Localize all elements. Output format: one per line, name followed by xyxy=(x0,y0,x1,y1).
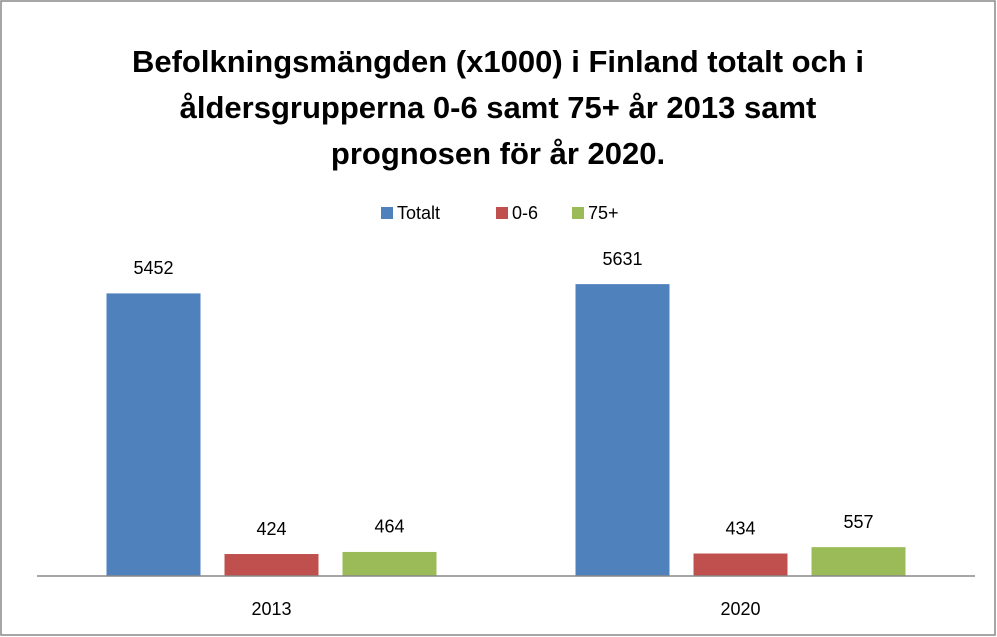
bar xyxy=(342,551,437,576)
bar xyxy=(224,554,319,576)
legend-label: Totalt xyxy=(397,203,440,223)
chart-title: Befolkningsmängden (x1000) i Finland tot… xyxy=(132,44,864,171)
bar xyxy=(811,547,906,576)
data-label: 5631 xyxy=(602,249,642,269)
legend-swatch xyxy=(572,207,584,219)
data-label: 557 xyxy=(843,512,873,532)
bar xyxy=(575,284,670,576)
data-label: 424 xyxy=(256,519,286,539)
legend-label: 0-6 xyxy=(512,203,538,223)
data-label: 464 xyxy=(374,517,404,537)
data-label: 434 xyxy=(725,518,755,538)
bar xyxy=(106,293,201,576)
x-tick-label: 2013 xyxy=(251,599,291,619)
bar xyxy=(693,553,788,576)
legend-swatch xyxy=(381,207,393,219)
legend-swatch xyxy=(496,207,508,219)
x-tick-label: 2020 xyxy=(720,599,760,619)
legend-label: 75+ xyxy=(588,203,619,223)
data-label: 5452 xyxy=(133,258,173,278)
